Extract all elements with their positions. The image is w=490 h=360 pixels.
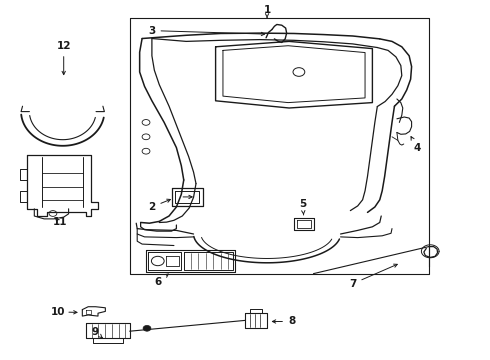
Text: 4: 4 — [411, 136, 421, 153]
Text: 11: 11 — [52, 217, 67, 228]
Text: 9: 9 — [92, 327, 102, 338]
Text: 10: 10 — [50, 307, 65, 317]
Text: 1: 1 — [264, 5, 270, 18]
Text: 5: 5 — [299, 199, 306, 215]
Text: 8: 8 — [272, 316, 295, 327]
Circle shape — [143, 325, 151, 331]
Text: 2: 2 — [148, 199, 171, 212]
Text: 6: 6 — [154, 274, 169, 287]
Text: 7: 7 — [349, 264, 397, 289]
Text: 3: 3 — [148, 26, 265, 36]
Text: 12: 12 — [56, 41, 71, 75]
